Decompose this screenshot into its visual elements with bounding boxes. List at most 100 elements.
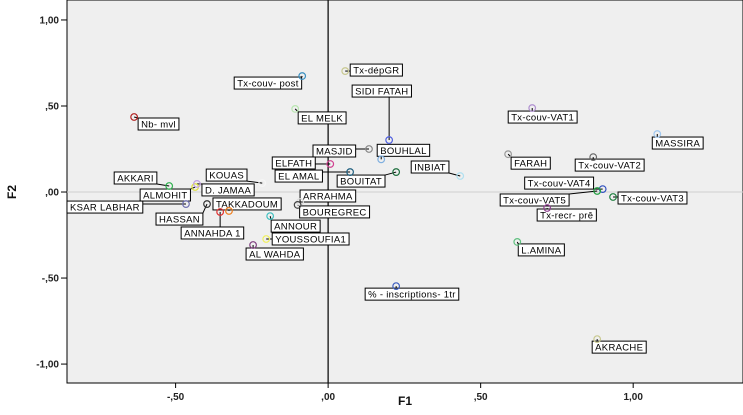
point-label-box — [617, 191, 688, 205]
point-label-box — [651, 136, 704, 150]
point-label: TAKKADOUM — [216, 199, 278, 210]
data-point-group: EL AMAL — [274, 169, 351, 183]
data-point-group: Tx-couv-VAT5 — [499, 190, 598, 207]
data-point — [258, 179, 267, 187]
x-tick-label: 1,00 — [623, 392, 643, 403]
data-point — [203, 200, 211, 208]
point-label: AKRACHE — [595, 343, 643, 354]
point-label: AKKARI — [117, 173, 154, 184]
label-leader-line — [190, 186, 196, 190]
point-label-box — [212, 197, 282, 211]
point-label-box — [351, 84, 412, 98]
data-point — [262, 235, 271, 243]
point-label-box — [591, 340, 647, 354]
label-leader-line — [569, 190, 598, 195]
data-point-group: SIDI FATAH — [351, 84, 412, 141]
point-label-box — [155, 212, 204, 226]
data-point-group: ELFATH — [271, 156, 331, 170]
point-label-box — [299, 205, 371, 219]
data-point-group: Nb- mvl — [133, 116, 180, 131]
data-point — [589, 153, 598, 161]
point-label: Tx-recr- prê — [540, 211, 593, 222]
data-point-group: % - inscriptions- 1tr — [364, 286, 460, 301]
point-label: % - inscriptions- 1tr — [368, 290, 456, 301]
point-label: BOUREGREC — [303, 207, 367, 218]
data-point-group: FARAH — [507, 153, 551, 170]
point-label: Tx-couv- post — [237, 79, 299, 90]
point-label-box — [274, 169, 323, 183]
data-point — [593, 187, 602, 195]
point-label-box — [270, 219, 321, 233]
point-label: Nb- mvl — [141, 119, 176, 130]
data-point-group: AKKARI — [113, 171, 170, 187]
data-point-group: AL WAHDA — [245, 245, 304, 261]
point-label-box — [336, 174, 386, 188]
data-point-group: EL MELK — [294, 108, 347, 125]
point-label-box — [410, 160, 450, 174]
data-point-group: KOUAS — [205, 168, 263, 184]
data-point-group: BOUREGREC — [297, 204, 371, 219]
data-point-group: Tx-couv-VAT3 — [613, 191, 688, 205]
data-point-group: ARRAHMA — [299, 189, 357, 203]
point-label: ANNOUR — [274, 222, 317, 233]
point-label-box — [180, 226, 245, 240]
data-point-group: D. JAMAA — [196, 183, 255, 197]
x-tick-label: ,50 — [474, 392, 488, 403]
data-point — [346, 168, 354, 176]
point-label-box — [271, 156, 316, 170]
point-label: HASSAN — [159, 215, 200, 226]
point-label: Tx-couv-VAT3 — [621, 194, 684, 205]
data-point — [593, 335, 602, 344]
point-label-box — [113, 171, 158, 185]
data-point-group: L.AMINA — [516, 241, 565, 257]
point-label: Tx-dépGR — [353, 66, 399, 77]
data-point-group: ANNAHDA 1 — [180, 211, 245, 240]
data-point — [392, 282, 401, 291]
x-tick-label: ,00 — [321, 392, 335, 403]
data-point — [266, 212, 275, 221]
data-point — [193, 180, 201, 188]
point-label-box — [510, 156, 551, 170]
point-label: EL MELK — [301, 113, 343, 124]
data-point — [653, 130, 662, 138]
data-point — [513, 238, 522, 246]
point-label: YOUSSOUFIA1 — [275, 234, 346, 245]
point-label-box — [137, 117, 180, 131]
label-leader-line — [156, 183, 170, 187]
y-tick-label: ,00 — [45, 188, 59, 199]
data-point — [165, 182, 174, 190]
data-point — [216, 208, 225, 216]
point-label: BOUHLAL — [380, 146, 426, 157]
point-label-box — [364, 287, 460, 301]
data-point — [504, 150, 513, 159]
data-point — [249, 241, 257, 249]
data-point — [528, 104, 537, 112]
point-label-box — [499, 193, 570, 207]
data-point-group: Tx-couv-VAT2 — [574, 157, 645, 172]
point-label: ALMOHIT — [143, 191, 187, 202]
data-point-group: Tx-dépGR — [345, 63, 403, 77]
point-label: Tx-couv-VAT5 — [503, 195, 566, 206]
data-point — [291, 105, 300, 113]
data-point-group: BOUHLAL — [376, 143, 431, 160]
data-point-group: Tx-couv- post — [233, 75, 303, 90]
point-label-box — [536, 208, 597, 222]
point-label-box — [349, 63, 403, 77]
data-point — [130, 113, 139, 121]
data-point-group: TAKKADOUM — [212, 197, 282, 211]
label-leader-line — [516, 241, 519, 245]
data-point — [609, 193, 617, 201]
point-label-box — [376, 143, 431, 157]
point-label: BOUITAT — [340, 177, 382, 188]
data-point-group: MASJID — [312, 144, 370, 158]
data-point — [543, 204, 552, 212]
point-label-box — [312, 144, 357, 158]
data-point — [225, 207, 233, 215]
data-point-group: Tx-recr- prê — [536, 208, 597, 222]
point-label-box — [297, 111, 347, 125]
point-label-box — [205, 168, 248, 182]
data-point-group: BOUITAT — [336, 171, 397, 188]
point-label-box — [517, 243, 565, 257]
point-label: ELFATH — [275, 158, 312, 169]
